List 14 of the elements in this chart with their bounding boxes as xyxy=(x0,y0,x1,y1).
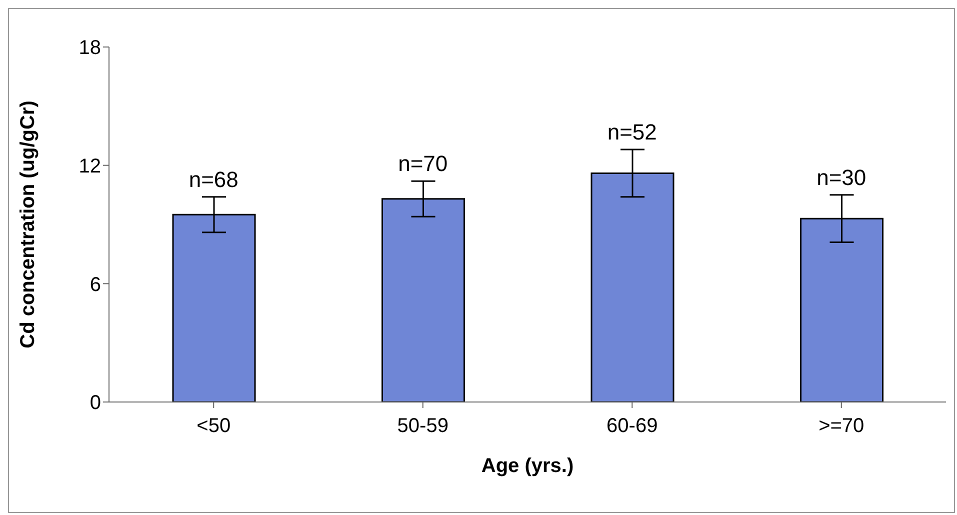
annotation: n=30 xyxy=(816,164,866,190)
y-tick-label: 18 xyxy=(78,37,101,60)
annotation: n=70 xyxy=(398,151,448,176)
y-tick-label: 0 xyxy=(90,392,101,414)
x-tick-label: 50-59 xyxy=(397,415,448,438)
annotation: n=68 xyxy=(188,166,238,192)
x-tick-label: <50 xyxy=(196,415,231,438)
y-tick-label: 6 xyxy=(90,274,101,296)
x-tick-label: >=70 xyxy=(818,415,864,438)
x-tick-label: 60-69 xyxy=(606,415,658,438)
y-tick-label: 12 xyxy=(78,155,101,178)
annotation: n=52 xyxy=(607,120,657,145)
x-axis-title: Age (yrs.) xyxy=(481,455,574,477)
y-axis-title: Cd concentration (ug/gCr) xyxy=(17,100,40,348)
